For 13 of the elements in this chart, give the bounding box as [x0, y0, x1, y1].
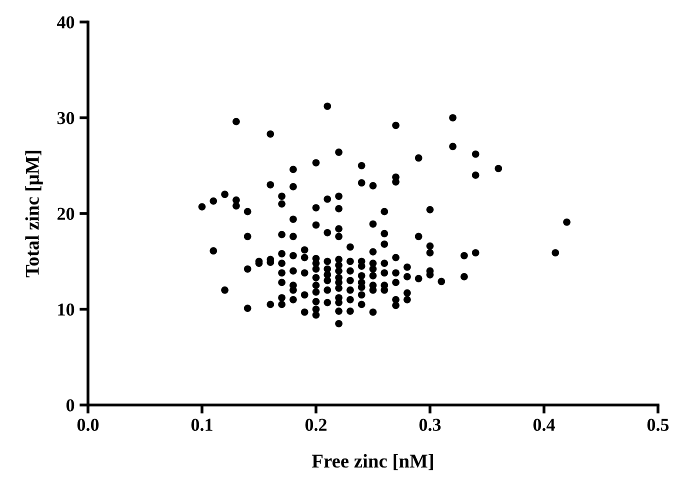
x-tick-label: 0.5: [647, 418, 669, 431]
x-axis-title: Free zinc [nM]: [312, 454, 433, 470]
x-tick-label: 0.1: [191, 418, 212, 431]
y-axis-title: Total zinc [μM]: [25, 150, 43, 278]
x-tick-label: 0.4: [533, 418, 555, 431]
y-tick-label: 0: [66, 399, 74, 412]
x-tick-label: 0.3: [419, 418, 441, 431]
x-tick-label: 0.0: [77, 418, 99, 431]
y-tick-label: 30: [57, 112, 74, 124]
y-tick-label: 20: [58, 208, 74, 220]
y-tick-label: 10: [58, 304, 74, 316]
x-tick-label: 0.2: [305, 418, 327, 431]
y-tick-label: 40: [57, 16, 74, 28]
